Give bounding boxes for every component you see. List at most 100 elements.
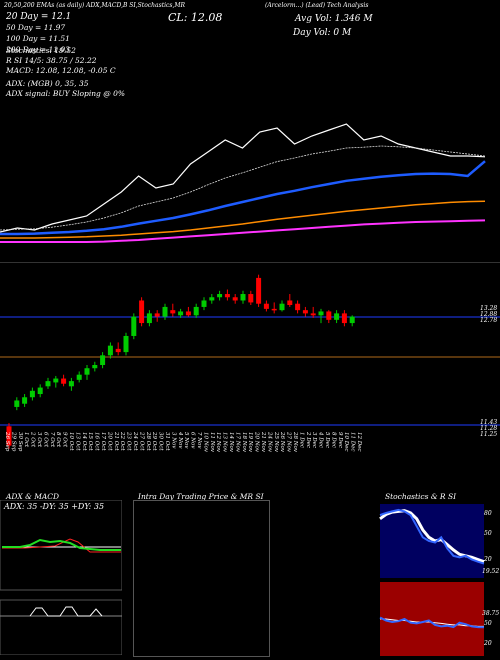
divider <box>0 262 500 263</box>
date-label: 7 Nov <box>196 432 202 449</box>
ema20-readout: 20 Day = 12.1 <box>6 12 72 22</box>
date-label: 26 Nov <box>279 431 285 453</box>
date-label: 8 Dec <box>330 432 336 448</box>
candle-body <box>146 313 152 324</box>
series-ema20 <box>0 145 486 231</box>
stoch-tick-20: 20 <box>484 556 492 563</box>
date-label: 5 Nov <box>183 432 189 449</box>
date-label: 29 Oct <box>151 431 157 451</box>
candle-body <box>310 313 316 316</box>
rsi-value: 38.75 <box>482 610 500 617</box>
candle-body <box>154 313 160 317</box>
date-label: 23 Oct <box>126 431 132 451</box>
candle-body <box>185 311 191 316</box>
candle-body <box>326 311 332 320</box>
date-label: 20 Oct <box>106 431 112 451</box>
candle-body <box>61 378 67 384</box>
candle-body <box>76 374 82 380</box>
date-label: 17 Nov <box>234 432 240 453</box>
adx-panel <box>0 500 122 655</box>
date-label: 4 Dec <box>318 431 324 448</box>
date-label: 2 Oct <box>30 431 36 448</box>
adx-signal: ADX signal: BUY Sloping @ 0% <box>6 89 126 98</box>
date-label: 13 Oct <box>74 432 80 451</box>
stoch-tick-80: 80 <box>484 510 492 517</box>
date-label: 27 Oct <box>138 431 144 451</box>
date-label: 14 Nov <box>228 432 234 453</box>
candle-body <box>37 387 43 395</box>
candle-body <box>209 297 215 301</box>
stoch-value: 19.52 <box>482 568 500 575</box>
price-label-top: 13.28 12.88 12.78 <box>480 305 498 324</box>
candle-body <box>162 306 168 317</box>
date-label: 9 Oct <box>62 432 68 448</box>
date-label: 4 Nov <box>177 431 183 449</box>
candle-body <box>271 308 277 311</box>
date-label: 17 Oct <box>100 432 106 451</box>
date-label: 1 Oct <box>23 432 29 448</box>
ema100-readout: 100 Day = 11.51 <box>6 34 70 43</box>
candle-body <box>115 348 121 353</box>
date-label: 30 Sep <box>17 432 23 452</box>
series-ema100 <box>0 200 486 239</box>
stoch-k-line <box>379 508 485 565</box>
day-volume: Day Vol: 0 M <box>293 28 352 38</box>
adx-values: ADX: 35 -DY: 35 +DY: 35 <box>4 502 105 511</box>
date-label: 27 Nov <box>286 431 292 453</box>
date-label: 11 Dec <box>350 432 356 452</box>
candle-body <box>123 335 129 353</box>
candle-body <box>217 294 223 298</box>
close-price: CL: 12.08 <box>168 11 223 24</box>
candle-body <box>279 303 285 311</box>
date-label: 6 Oct <box>42 432 48 448</box>
date-label: 30 Oct <box>158 432 164 451</box>
date-label: 1 Dec <box>298 432 304 448</box>
candle-body <box>68 381 74 387</box>
date-label: 7 Oct <box>49 432 55 448</box>
rsi-tick-50: 50 <box>484 620 492 627</box>
stoch-rsi-panel <box>379 504 485 656</box>
candle-body <box>53 378 59 383</box>
date-label: 10 Oct <box>68 432 74 451</box>
avg-volume: Avg Vol: 1.346 M <box>295 14 373 24</box>
date-label: 15 Oct <box>87 432 93 451</box>
date-label: 28 Oct <box>145 431 151 451</box>
date-label: 20 Nov <box>254 431 260 453</box>
candle-body <box>263 303 269 309</box>
candle-body <box>341 313 347 324</box>
ema-chart <box>0 123 486 243</box>
stoch-tick-50: 50 <box>484 530 492 537</box>
candle-body <box>240 294 246 301</box>
date-label: 10 Dec <box>343 432 349 452</box>
date-label: 3 Oct <box>36 432 42 448</box>
candle-body <box>178 311 184 316</box>
candle-body <box>224 294 230 298</box>
macd-line <box>29 606 103 617</box>
mrsi-bg <box>380 582 484 656</box>
ema50-readout: 50 Day = 11.97 <box>6 23 66 32</box>
date-label: 25 Nov <box>273 431 279 453</box>
stochastics-readout: Stochastics: 19.52 <box>6 46 76 55</box>
date-label: 16 Oct <box>94 432 100 451</box>
header-title: (Arcelorm...) (Lead) Tech Analysis <box>265 2 369 9</box>
date-label: 2 Dec <box>305 431 311 448</box>
candle-body <box>6 426 12 446</box>
adx-frame <box>0 500 122 591</box>
candle-body <box>193 306 199 316</box>
date-label: 24 Oct <box>132 431 138 451</box>
series-ema200 <box>0 219 486 243</box>
candle-body <box>295 303 301 311</box>
date-label: 9 Dec <box>337 432 343 448</box>
candle-body <box>170 310 176 314</box>
candle-body <box>92 365 98 369</box>
date-label: 6 Nov <box>190 432 196 449</box>
candle-body <box>29 390 35 398</box>
candle-body <box>139 300 145 324</box>
series-price <box>0 123 486 233</box>
adx-panel-title: ADX & MACD <box>6 492 60 501</box>
date-label: 12 Nov <box>215 432 221 453</box>
date-label: 29 Sep <box>10 431 16 452</box>
candle-body <box>302 310 308 314</box>
candle-body <box>248 294 254 303</box>
candle-body <box>45 381 51 387</box>
